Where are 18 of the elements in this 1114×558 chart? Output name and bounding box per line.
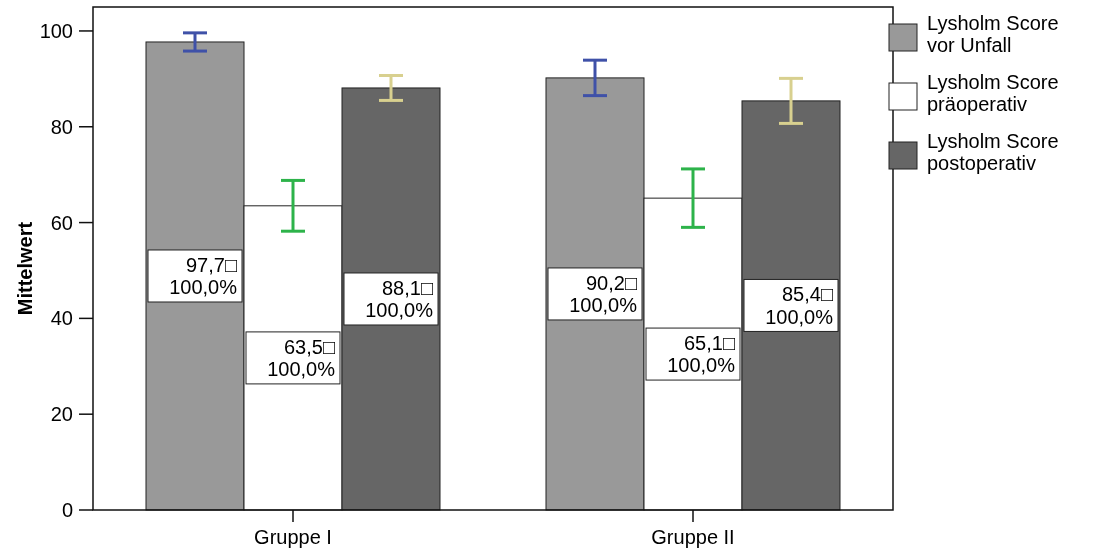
- y-tick-label: 60: [50, 211, 73, 234]
- legend-label: Lysholm Score postoperativ: [927, 130, 1059, 174]
- legend-label: Lysholm Score präoperativ: [927, 71, 1059, 115]
- y-tick-label: 0: [61, 499, 73, 521]
- y-axis-title: Mittelwert: [14, 221, 36, 316]
- y-tick-label: 20: [50, 403, 73, 426]
- data-label: 88,1□ 100,0%: [365, 276, 434, 322]
- legend-label: Lysholm Score vor Unfall: [927, 12, 1059, 56]
- x-tick-label: Gruppe II: [651, 526, 735, 548]
- y-tick-label: 80: [50, 115, 73, 138]
- data-label: 65,1□ 100,0%: [667, 332, 736, 377]
- data-label: 90,2□ 100,0%: [569, 271, 638, 317]
- data-label: 85,4□ 100,0%: [765, 283, 834, 328]
- data-label: 63,5□ 100,0%: [267, 335, 336, 381]
- y-tick-label: 100: [39, 19, 73, 42]
- y-tick-label: 40: [50, 307, 73, 330]
- data-label: 97,7□ 100,0%: [169, 253, 238, 299]
- x-tick-label: Gruppe I: [254, 526, 332, 548]
